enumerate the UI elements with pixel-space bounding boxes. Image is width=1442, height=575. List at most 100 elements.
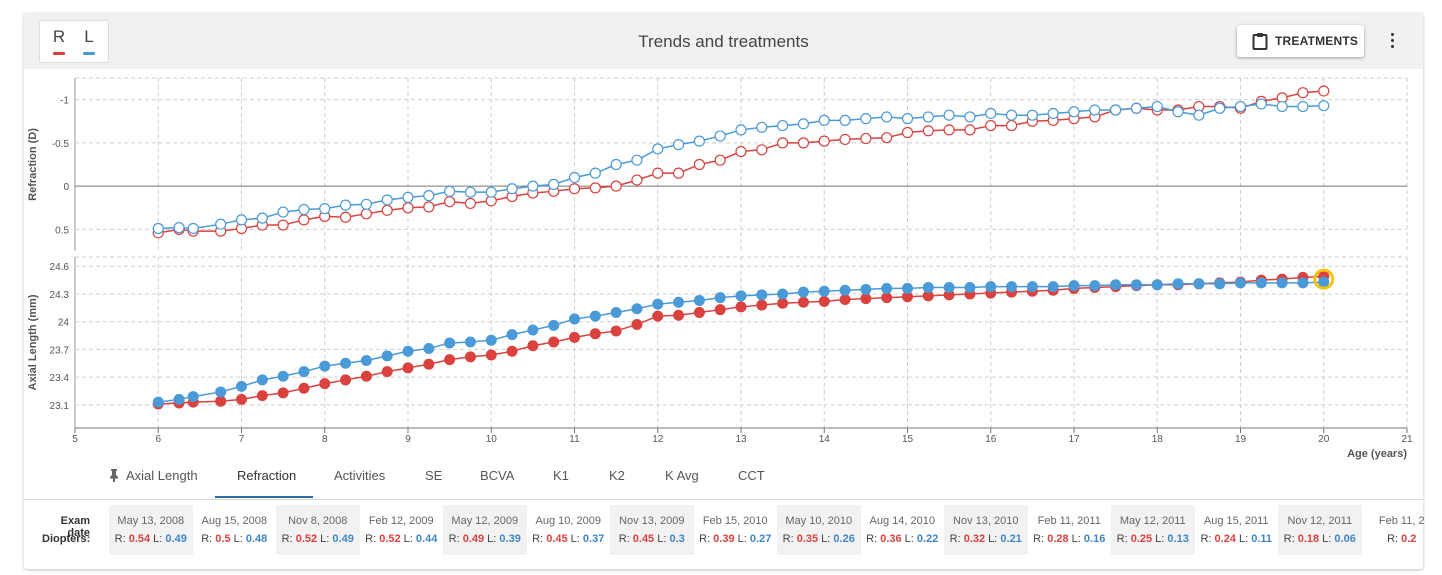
right-eye-toggle[interactable]: R <box>46 27 72 55</box>
refraction-point-L <box>423 190 435 202</box>
refraction-point-L <box>1276 100 1288 113</box>
tab-k1[interactable]: K1 <box>553 468 569 483</box>
refraction-point-R <box>298 214 310 226</box>
exam-diopters: R: 0.2 <box>1362 533 1442 545</box>
refraction-point-L <box>1047 107 1059 120</box>
r-prefix: R: <box>201 533 216 545</box>
exam-diopters: R: 0.25 L: 0.13 <box>1111 533 1195 545</box>
axial_length-point-R <box>215 395 227 407</box>
exam-column[interactable]: Feb 11, 2 R: 0.2 <box>1362 505 1442 555</box>
right-eye-value: 0.28 <box>1047 533 1069 545</box>
refraction-point-R <box>756 144 768 156</box>
axial_length-point-L <box>319 360 331 372</box>
exam-date: Aug 10, 2009 <box>535 515 601 527</box>
refraction-point-L <box>881 111 893 123</box>
axial_length-point-R <box>860 293 872 305</box>
refraction-point-L <box>985 107 997 120</box>
left-eye-toggle[interactable]: L <box>76 27 102 55</box>
exam-column[interactable]: May 12, 2009 R: 0.49 L: 0.39 <box>443 505 527 555</box>
exam-column[interactable]: Feb 15, 2010 R: 0.39 L: 0.27 <box>694 505 778 555</box>
left-eye-value: 0.22 <box>916 533 939 545</box>
exam-diopters: R: 0.18 L: 0.06 <box>1278 533 1362 545</box>
refraction-point-R <box>839 133 851 146</box>
exam-column[interactable]: May 12, 2011 R: 0.25 L: 0.13 <box>1111 505 1195 555</box>
exam-date: Feb 11, 2 <box>1378 515 1425 527</box>
l-prefix: L: <box>654 533 670 545</box>
refraction-point-L <box>319 203 331 215</box>
exam-date-label: Exam date <box>60 515 90 539</box>
left-eye-value: 0.44 <box>415 533 438 545</box>
left-eye-underline <box>83 52 95 55</box>
tab-bcva[interactable]: BCVA <box>480 468 515 483</box>
refraction-point-L <box>1193 109 1205 121</box>
tabs-divider <box>24 499 1423 500</box>
exam-column[interactable]: May 13, 2008 R: 0.54 L: 0.49 <box>109 505 193 555</box>
axial_length-point-R <box>756 299 768 311</box>
y-tick-label: 24 <box>58 318 70 329</box>
more-options-icon[interactable] <box>1386 31 1398 53</box>
axial_length-point-L <box>797 286 809 298</box>
axial_length-point-L <box>1235 277 1246 289</box>
axial_length-point-L <box>1255 277 1267 289</box>
l-prefix: L: <box>150 533 166 545</box>
refraction-point-R <box>339 211 352 223</box>
refraction-point-L <box>256 212 268 224</box>
axial_length-point-L <box>964 282 976 294</box>
axial_length-point-L <box>881 282 893 294</box>
exam-column[interactable]: Nov 13, 2010 R: 0.32 L: 0.21 <box>944 505 1028 555</box>
refraction-point-L <box>756 121 768 133</box>
l-prefix: L: <box>1235 533 1252 545</box>
left-eye-value: 0.06 <box>1334 533 1356 545</box>
tab-se[interactable]: SE <box>425 468 443 483</box>
x-tick-label: 9 <box>405 434 411 445</box>
l-prefix: L: <box>734 533 750 545</box>
refraction-point-L <box>360 198 372 210</box>
exam-date: Feb 15, 2010 <box>702 515 768 527</box>
axial_length-point-R <box>735 301 747 313</box>
right-eye-value: 0.52 <box>295 533 318 545</box>
exam-column[interactable]: Aug 15, 2008 R: 0.5 L: 0.48 <box>193 505 277 555</box>
exam-column[interactable]: Aug 15, 2011 R: 0.24 L: 0.11 <box>1195 505 1279 555</box>
axial_length-point-R <box>256 390 268 402</box>
treatments-button[interactable]: TREATMENTS <box>1237 25 1364 57</box>
refraction-point-R <box>360 208 372 220</box>
exam-column[interactable]: Nov 8, 2008 R: 0.52 L: 0.49 <box>276 505 360 555</box>
tab-refraction[interactable]: Refraction <box>237 468 297 483</box>
right-eye-value: 0.25 <box>1130 533 1153 545</box>
right-eye-value: 0.32 <box>963 533 986 545</box>
tab-k-avg[interactable]: K Avg <box>665 468 699 483</box>
tab-k2[interactable]: K2 <box>609 468 625 483</box>
exam-column[interactable]: May 10, 2010 R: 0.35 L: 0.26 <box>777 505 861 555</box>
exam-column[interactable]: Feb 11, 2011 R: 0.28 L: 0.16 <box>1028 505 1112 555</box>
exam-column[interactable]: Nov 13, 2009 R: 0.45 L: 0.3 <box>610 505 694 555</box>
l-prefix: L: <box>818 533 834 545</box>
tab-activities[interactable]: Activities <box>334 468 386 483</box>
exam-column[interactable]: Nov 12, 2011 R: 0.18 L: 0.06 <box>1278 505 1362 555</box>
axial_length-point-R <box>444 354 456 366</box>
axial_length-point-L <box>1026 281 1038 293</box>
exam-column[interactable]: Aug 14, 2010 R: 0.36 L: 0.22 <box>861 505 945 555</box>
refraction-point-R <box>464 197 477 210</box>
refraction-point-R <box>423 201 435 213</box>
axial_length-point-L <box>1172 278 1184 290</box>
exam-date: May 12, 2011 <box>1119 515 1186 527</box>
left-eye-value: 0.26 <box>833 533 855 545</box>
tab-cct[interactable]: CCT <box>738 468 765 483</box>
axial_length-point-R <box>673 309 685 321</box>
refraction-point-R <box>860 132 872 145</box>
r-prefix: R: <box>866 533 881 545</box>
axial_length-point-L <box>818 285 830 297</box>
tab-axial-length-label: Axial Length <box>126 468 198 483</box>
tab-axial-length[interactable]: Axial Length <box>108 456 198 496</box>
refraction-point-L <box>277 206 289 218</box>
exam-diopters: R: 0.28 L: 0.16 <box>1028 533 1112 545</box>
exam-column[interactable]: Feb 12, 2009 R: 0.52 L: 0.44 <box>360 505 444 555</box>
axial_length-point-R <box>298 382 310 394</box>
axial_length-point-L <box>1297 277 1309 289</box>
axial_length-point-R <box>922 290 934 302</box>
refraction-point-R <box>568 183 581 195</box>
y-tick-label: -0.5 <box>52 139 70 150</box>
exam-column[interactable]: Aug 10, 2009 R: 0.45 L: 0.37 <box>527 505 611 555</box>
refraction-point-R <box>714 154 726 166</box>
refraction-point-L <box>235 214 248 226</box>
